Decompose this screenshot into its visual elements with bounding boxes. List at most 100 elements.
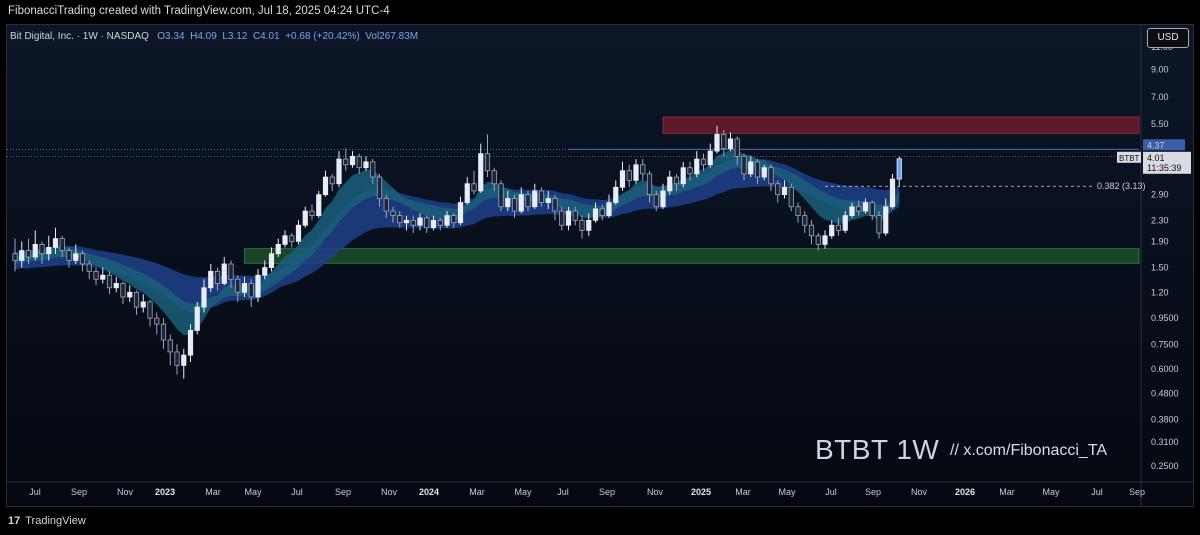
- time-axis-label: 2026: [955, 487, 975, 497]
- tradingview-logo-icon: 17: [8, 515, 21, 527]
- price-axis-label: 0.3800: [1151, 415, 1179, 425]
- volume-value: 267.83M: [379, 31, 419, 42]
- candle-body: [302, 210, 308, 226]
- candle-body: [748, 161, 754, 175]
- candle-body: [208, 270, 214, 289]
- time-axis-label: Nov: [117, 487, 134, 497]
- candle-body: [181, 354, 187, 366]
- chart-area[interactable]: 0.382 (3.13)11.009.007.005.504.012.902.3…: [6, 24, 1194, 507]
- candle-body: [336, 158, 342, 185]
- volume-label: Vol: [365, 31, 380, 42]
- candle-body: [734, 138, 740, 157]
- tradingview-logo-text: TradingView: [25, 515, 86, 527]
- price-axis-label: 1.50: [1151, 263, 1169, 273]
- candle-body: [329, 176, 335, 185]
- candle-body: [133, 291, 140, 308]
- candle-body: [376, 176, 383, 199]
- candle-body: [93, 270, 99, 280]
- zone-support: [244, 248, 1140, 264]
- candle-body: [667, 176, 673, 192]
- open-label: O: [157, 31, 166, 42]
- time-axis-label: May: [1042, 487, 1060, 497]
- candle-body: [802, 215, 808, 226]
- candle-body: [498, 183, 504, 208]
- instrument-name[interactable]: Bit Digital, Inc. · 1W · NASDAQ: [10, 31, 149, 42]
- candle-body: [397, 215, 403, 224]
- candle-body: [127, 291, 133, 298]
- candle-body: [835, 224, 842, 231]
- candle-body: [59, 238, 65, 251]
- time-axis-label: Mar: [469, 487, 485, 497]
- level-price-text: 4.37: [1147, 140, 1165, 150]
- price-axis-label: 0.3100: [1151, 437, 1179, 447]
- candle-body: [640, 164, 646, 175]
- candle-body: [349, 155, 356, 166]
- candle-body: [768, 167, 774, 185]
- candle-body: [25, 250, 32, 258]
- candle-body: [491, 170, 497, 185]
- candle-body: [390, 210, 396, 216]
- candle-body: [700, 158, 707, 166]
- candle-body: [46, 247, 52, 255]
- candle-body: [599, 208, 605, 216]
- candle-body: [808, 224, 815, 237]
- candle-body: [262, 267, 268, 276]
- price-axis-label: 0.6000: [1151, 364, 1179, 374]
- fib-label: 0.382 (3.13): [1097, 181, 1146, 191]
- time-axis-label: Nov: [381, 487, 398, 497]
- time-axis-label: Nov: [647, 487, 664, 497]
- candle-body: [822, 235, 828, 245]
- price-axis-label: 1.20: [1151, 287, 1169, 297]
- level-price-box: [1143, 139, 1185, 151]
- candle-body: [417, 217, 423, 226]
- candle-body: [646, 173, 653, 196]
- price-axis-label: 7.00: [1151, 92, 1169, 102]
- close-label: C: [252, 31, 261, 42]
- candlestick-chart[interactable]: 0.382 (3.13)11.009.007.005.504.012.902.3…: [7, 25, 1194, 507]
- candle-body: [505, 198, 511, 208]
- close-value: 4.01: [260, 31, 280, 42]
- candle-body: [228, 263, 234, 280]
- candle-body: [478, 153, 484, 192]
- candle-body: [79, 253, 86, 265]
- candle-body: [518, 194, 524, 212]
- tradingview-logo[interactable]: 17 TradingView: [8, 515, 86, 527]
- watermark-handle: // x.com/Fibonacci_TA: [950, 442, 1108, 459]
- candle-body: [883, 206, 889, 234]
- candle-body: [896, 158, 902, 180]
- candle-body: [741, 155, 747, 175]
- countdown-text: 11:35:39: [1147, 163, 1181, 173]
- candle-body: [606, 202, 612, 216]
- time-axis-label: Sep: [599, 487, 615, 497]
- candle-body: [248, 283, 254, 298]
- candle-body: [444, 215, 450, 226]
- candle-body: [100, 274, 106, 280]
- candle-body: [106, 274, 113, 289]
- candle-body: [255, 274, 261, 298]
- watermark-title: BTBT 1W: [815, 434, 940, 465]
- low-label: L: [222, 31, 228, 42]
- price-axis-label: 2.90: [1151, 190, 1169, 200]
- price-axis-label: 5.50: [1151, 119, 1169, 129]
- candle-body: [52, 238, 59, 248]
- candle-body: [424, 217, 430, 229]
- candle-body: [403, 219, 410, 224]
- candle-body: [309, 210, 315, 216]
- symbol-tag-text: BTBT: [1119, 154, 1140, 163]
- time-axis-label: 2023: [155, 487, 175, 497]
- price-axis-label: 9.00: [1151, 64, 1169, 74]
- time-axis-label: Mar: [205, 487, 221, 497]
- candle-body: [174, 351, 180, 366]
- candle-body: [471, 183, 477, 192]
- candle-body: [775, 183, 781, 196]
- candle-body: [241, 283, 248, 293]
- candle-body: [322, 176, 329, 196]
- candle-body: [687, 167, 693, 175]
- candle-body: [12, 253, 18, 261]
- candle-body: [619, 170, 626, 188]
- currency-button[interactable]: USD: [1147, 28, 1189, 48]
- candle-body: [795, 206, 801, 216]
- candle-body: [829, 224, 835, 237]
- time-axis-label: Jul: [557, 487, 569, 497]
- last-price-box: [1143, 151, 1191, 174]
